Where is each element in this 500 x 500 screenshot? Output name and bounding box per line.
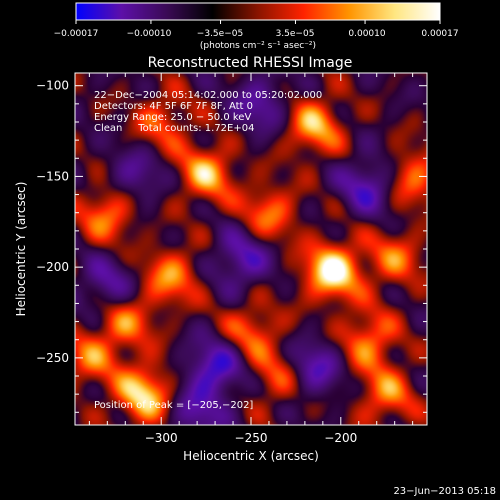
colorbar-units: (photons cm⁻² s⁻¹ asec⁻²) (200, 41, 316, 51)
axis-ticks (75, 73, 427, 425)
footer-timestamp: 23−Jun−2013 05:18 (393, 486, 496, 497)
x-tick-label: −250 (235, 431, 268, 445)
colorbar-tick-label-1: −0.00010 (127, 29, 172, 39)
y-axis-label: Heliocentric Y (arcsec) (14, 182, 28, 317)
annotation-detectors: Detectors: 4F 5F 6F 7F 8F, Att 0 (94, 101, 253, 112)
y-tick-label: −250 (36, 351, 69, 365)
heatmap-image (75, 73, 427, 425)
colorbar-tick-label-3: 3.5e−05 (276, 29, 315, 39)
annotation-energy-range: Energy Range: 25.0 − 50.0 keV (94, 112, 251, 123)
colorbar-tick-label-2: −3.5e−05 (197, 29, 243, 39)
y-tick-label: −150 (36, 169, 69, 183)
annotation-time-range: 22−Dec−2004 05:14:02.000 to 05:20:02.000 (94, 90, 322, 101)
annotation-counts: Clean Total counts: 1.72E+04 (94, 123, 254, 134)
y-tick-label: −200 (36, 260, 69, 274)
y-tick-label: −100 (36, 79, 69, 93)
colorbar (75, 2, 441, 21)
plot-area (74, 72, 428, 426)
colorbar-tick-label-0: −0.00017 (54, 29, 99, 39)
chart-title: Reconstructed RHESSI Image (148, 55, 353, 71)
colorbar-tick-label-4: 0.00010 (348, 29, 385, 39)
x-tick-label: −200 (324, 431, 357, 445)
x-tick-label: −300 (145, 431, 178, 445)
colorbar-tick-label-5: 0.00017 (421, 29, 458, 39)
peak-position-label: Position of Peak = [−205,−202] (94, 400, 253, 411)
colorbar-ticks (75, 20, 441, 24)
x-axis-label: Heliocentric X (arcsec) (183, 449, 319, 463)
